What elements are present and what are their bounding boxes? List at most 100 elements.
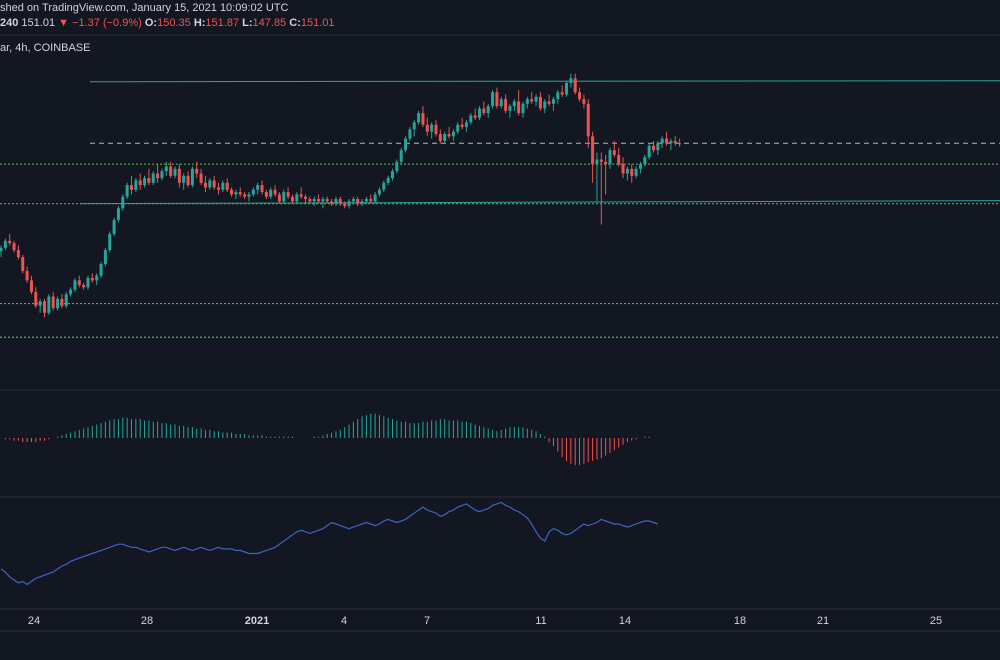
candle-body [77, 280, 81, 285]
candle-body [573, 78, 577, 93]
candle-body [312, 199, 316, 202]
candle-body [317, 199, 321, 202]
candle-body [373, 194, 377, 202]
candle-body [199, 173, 203, 183]
candle-body [334, 199, 338, 204]
candle-body [103, 250, 107, 265]
candle-body [51, 296, 55, 309]
candle-body [612, 150, 616, 155]
candle-body [243, 194, 247, 197]
candle-body [386, 178, 390, 183]
candle-body [630, 168, 634, 176]
resistance-line [89, 80, 1000, 83]
candle-body [504, 99, 508, 111]
candle-body [369, 199, 373, 202]
candle-body [60, 298, 64, 306]
candle-body [347, 201, 351, 206]
close-label: C: [289, 17, 301, 29]
candle-body [190, 168, 194, 186]
open-value: 150.35 [157, 17, 191, 29]
published-text: shed on TradingView.com, January 15, 202… [0, 2, 289, 14]
candle-body [417, 113, 421, 123]
candle-body [34, 291, 38, 306]
candle-body [173, 168, 177, 176]
candle-body [260, 185, 264, 193]
candle-body [434, 124, 438, 134]
candle-body [308, 199, 312, 202]
low-value: 147.85 [252, 17, 287, 29]
candle-body [377, 189, 381, 195]
candle-body [621, 164, 625, 174]
candle-body [525, 99, 529, 104]
interval-code: 240 [0, 17, 19, 29]
candle-body [447, 134, 451, 137]
candle-body [269, 189, 273, 197]
candle-body [451, 131, 455, 137]
candle-body [460, 124, 464, 128]
candle-body [673, 140, 677, 144]
candle-body [217, 187, 220, 190]
candle-body [108, 233, 112, 251]
candle-body [47, 296, 51, 313]
candle-body [56, 298, 60, 309]
candle-body [608, 150, 612, 165]
candle-body [169, 166, 173, 176]
candle-body [295, 194, 299, 202]
candle-body [647, 145, 651, 158]
candle-body [186, 175, 190, 186]
time-axis-tick-label: 14 [619, 615, 631, 627]
candle-body [412, 122, 416, 130]
candle-body [90, 278, 94, 281]
candle-body [195, 168, 199, 174]
candle-body [86, 278, 90, 288]
candle-body [338, 199, 342, 204]
candle-body [203, 182, 207, 188]
candle-body [125, 185, 129, 197]
candle-body [212, 180, 216, 188]
candle-body [595, 159, 599, 165]
candle-body [517, 101, 521, 114]
candle-body [578, 92, 582, 100]
candle-body [543, 101, 547, 109]
candle-body [116, 208, 120, 220]
symbol-text: ar, 4h, COINBASE [0, 42, 91, 54]
candle-body [634, 168, 638, 176]
time-axis-tick-label: 18 [734, 615, 746, 627]
candle-body [643, 157, 647, 165]
candle-body [478, 108, 481, 118]
candle-body [560, 92, 564, 95]
candle-body [678, 143, 682, 145]
histogram-series [4, 413, 650, 465]
candle-body [404, 138, 408, 151]
candle-body [208, 180, 212, 188]
symbol-line: ar, 4h, COINBASE [0, 42, 90, 54]
candle-body [321, 199, 325, 202]
candle-body [508, 106, 512, 111]
time-axis-tick-label: 21 [817, 615, 829, 627]
candle-body [343, 203, 347, 206]
candle-body [551, 99, 555, 104]
candle-body [29, 280, 33, 292]
candle-body [408, 129, 412, 139]
candle-body [569, 78, 573, 83]
candle-body [304, 196, 307, 200]
candle-body [473, 115, 477, 118]
candle-body [264, 192, 268, 197]
candle-body [599, 159, 603, 162]
candle-body [147, 178, 151, 183]
candle-body [3, 240, 7, 248]
price-change: ▼ −1.37 (−0.9%) [58, 17, 142, 29]
candle-body [177, 168, 181, 183]
candle-body [486, 106, 490, 114]
open-label: O: [144, 17, 158, 29]
candle-body [534, 96, 538, 102]
candle-body [482, 108, 486, 114]
published-line: shed on TradingView.com, January 15, 202… [0, 2, 288, 14]
candle-body [151, 173, 155, 183]
time-axis-tick-label: 2021 [245, 615, 269, 627]
candle-body [530, 99, 534, 102]
close-value: 151.01 [300, 17, 335, 29]
candle-body [582, 99, 586, 104]
time-axis-tick-label: 24 [28, 615, 40, 627]
